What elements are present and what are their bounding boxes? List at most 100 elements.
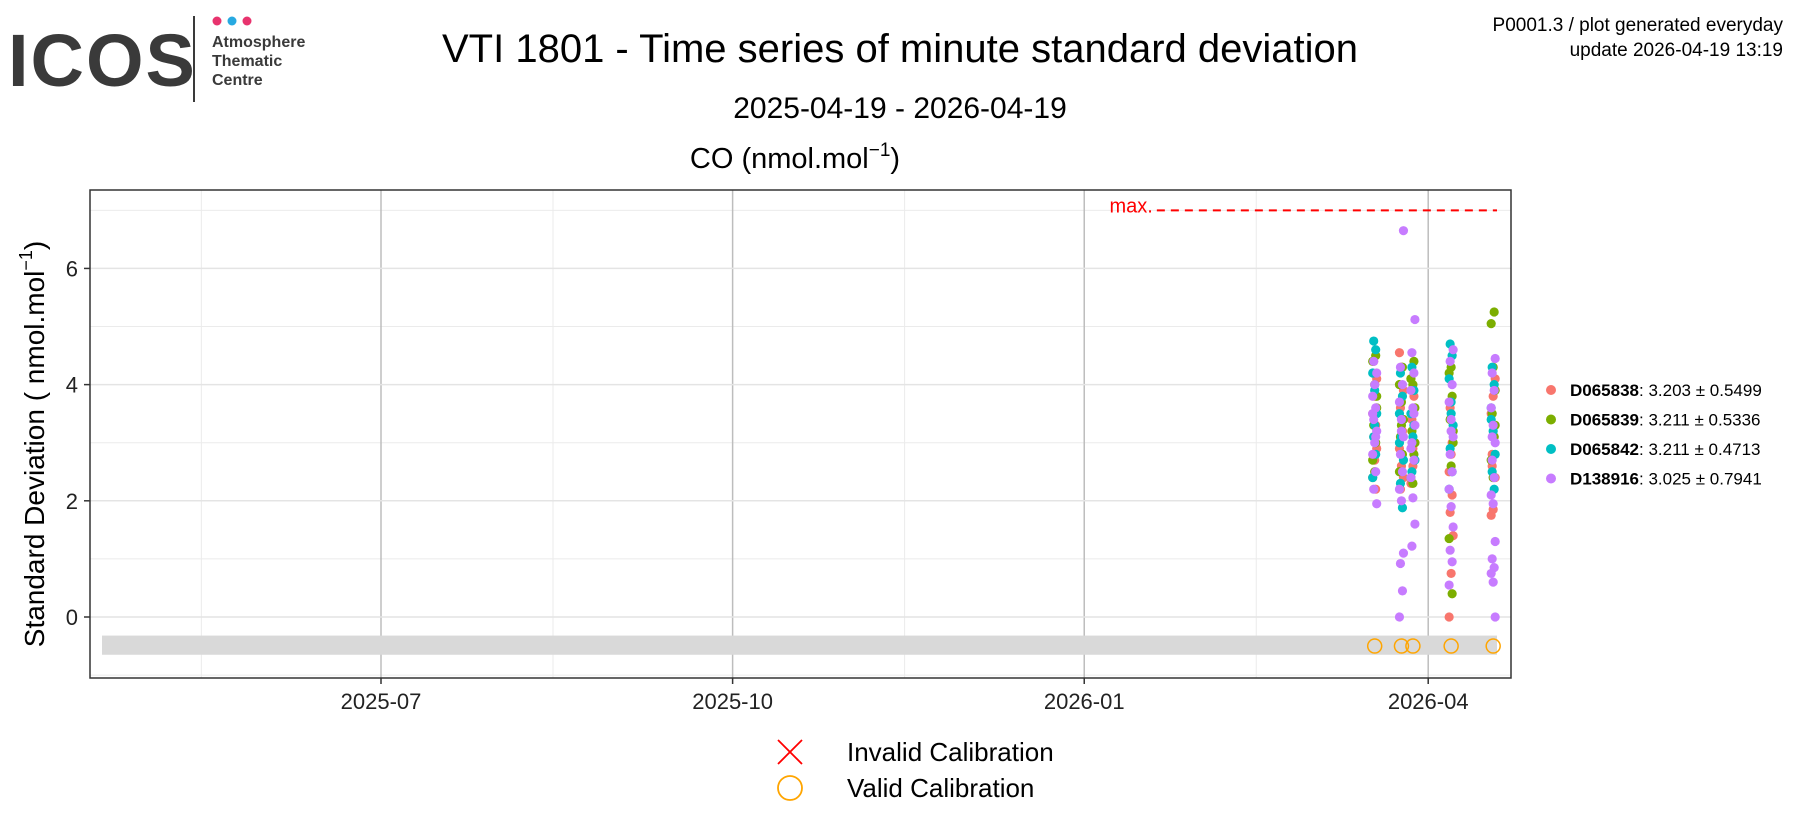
data-point xyxy=(1489,385,1499,396)
data-point xyxy=(1394,348,1405,358)
meta-line-1: P0001.3 / plot generated everyday xyxy=(1493,15,1784,36)
valid-calibration-marker xyxy=(1485,638,1501,654)
data-point xyxy=(1447,467,1457,477)
data-point xyxy=(1369,484,1379,494)
data-point xyxy=(1410,420,1420,430)
y-axis-ticks: 0 2 4 6 xyxy=(66,256,90,630)
data-point xyxy=(1398,226,1409,236)
data-point xyxy=(1445,356,1455,366)
data-point xyxy=(1487,432,1497,442)
data-point xyxy=(1447,380,1457,390)
valid-calibration-marker xyxy=(1405,638,1421,654)
data-point xyxy=(1394,397,1405,407)
data-point xyxy=(1409,455,1419,465)
legend-entry: D138916: 3.025 ± 0.7941 xyxy=(1570,470,1762,489)
valid-calibration-marker xyxy=(1393,638,1410,654)
data-point xyxy=(1406,385,1416,396)
logo-dot xyxy=(227,16,237,26)
data-point xyxy=(1394,484,1405,494)
data-point xyxy=(1444,484,1454,494)
legend-entry: D065839: 3.211 ± 0.5336 xyxy=(1570,411,1761,430)
data-point xyxy=(1369,336,1379,346)
x-tick-label: 2026-01 xyxy=(1044,689,1125,714)
calibration-legend-label: Invalid Calibration xyxy=(847,737,1054,767)
data-point xyxy=(1371,345,1381,355)
data-point xyxy=(1372,499,1382,509)
data-point xyxy=(1446,568,1456,579)
meta-line-2: update 2026-04-19 13:19 xyxy=(1570,40,1783,61)
data-point xyxy=(1408,493,1418,503)
legend-entry: D065838: 3.203 ± 0.5499 xyxy=(1570,381,1762,400)
data-point xyxy=(1398,548,1409,558)
points-layer xyxy=(1368,226,1500,622)
data-point xyxy=(1406,443,1416,454)
data-point xyxy=(1444,580,1454,590)
logo-dot xyxy=(212,16,222,26)
data-point xyxy=(1410,519,1420,529)
data-point xyxy=(1406,472,1416,483)
calibration-band-layer xyxy=(102,635,1497,655)
grid-minor xyxy=(90,190,1511,678)
valid-calibration-marker xyxy=(1443,638,1459,654)
data-point xyxy=(1489,307,1499,317)
x-tick-label: 2025-07 xyxy=(341,689,422,714)
calibration-legend: Invalid Calibration Valid Calibration xyxy=(777,737,1054,803)
data-point xyxy=(1409,368,1419,378)
data-point xyxy=(1488,420,1498,430)
calibration-band xyxy=(102,635,1497,655)
data-point xyxy=(1396,414,1407,425)
data-point xyxy=(1488,577,1498,587)
x-tick-label: 2025-10 xyxy=(692,689,773,714)
legend-swatch xyxy=(1546,385,1556,395)
x-tick-label: 2026-04 xyxy=(1388,689,1469,714)
data-point xyxy=(1370,380,1380,390)
y-tick-label: 2 xyxy=(66,489,78,514)
max-line-layer: max. xyxy=(1110,195,1497,217)
data-point xyxy=(1490,536,1500,547)
data-point xyxy=(1395,558,1406,569)
data-point xyxy=(1444,533,1454,544)
invalid-calibration-symbol xyxy=(777,739,803,765)
data-point xyxy=(1372,368,1382,378)
panel-title: CO (nmol.mol−1) xyxy=(690,140,900,175)
data-point xyxy=(1397,380,1408,390)
logo-sub-line-3: Centre xyxy=(212,72,263,89)
data-point xyxy=(1486,490,1496,500)
data-point xyxy=(1409,409,1419,419)
data-point xyxy=(1395,362,1406,372)
data-point xyxy=(1486,403,1496,413)
icos-logo: ICOS Atmosphere Thematic Centre xyxy=(8,16,305,102)
logo-text: ICOS xyxy=(8,19,197,102)
data-point xyxy=(1394,612,1405,622)
data-point xyxy=(1397,503,1408,513)
y-tick-label: 4 xyxy=(66,373,78,398)
data-point xyxy=(1446,502,1456,512)
data-point xyxy=(1444,397,1454,407)
data-point xyxy=(1396,426,1407,436)
data-point xyxy=(1448,345,1458,355)
data-point xyxy=(1368,449,1378,459)
data-point xyxy=(1447,557,1457,567)
data-point xyxy=(1371,432,1381,442)
data-point xyxy=(1490,353,1500,364)
data-point xyxy=(1407,348,1417,358)
data-point xyxy=(1410,314,1420,325)
data-point xyxy=(1490,612,1500,622)
data-point xyxy=(1396,496,1407,506)
data-point xyxy=(1489,472,1499,483)
logo-sub-line-2: Thematic xyxy=(212,53,282,70)
data-point xyxy=(1486,319,1496,329)
legend-entry: D065842: 3.211 ± 0.4713 xyxy=(1570,440,1761,459)
max-label: max. xyxy=(1110,195,1153,217)
data-point xyxy=(1487,368,1497,378)
valid-calibration-marker xyxy=(1366,638,1383,654)
data-point xyxy=(1446,414,1456,425)
data-point xyxy=(1397,467,1408,477)
y-tick-label: 6 xyxy=(66,256,78,281)
data-point xyxy=(1407,541,1417,551)
data-point xyxy=(1368,409,1378,419)
legend-swatch xyxy=(1546,473,1556,484)
data-point xyxy=(1447,589,1457,599)
page-title: VTI 1801 - Time series of minute standar… xyxy=(442,27,1358,71)
